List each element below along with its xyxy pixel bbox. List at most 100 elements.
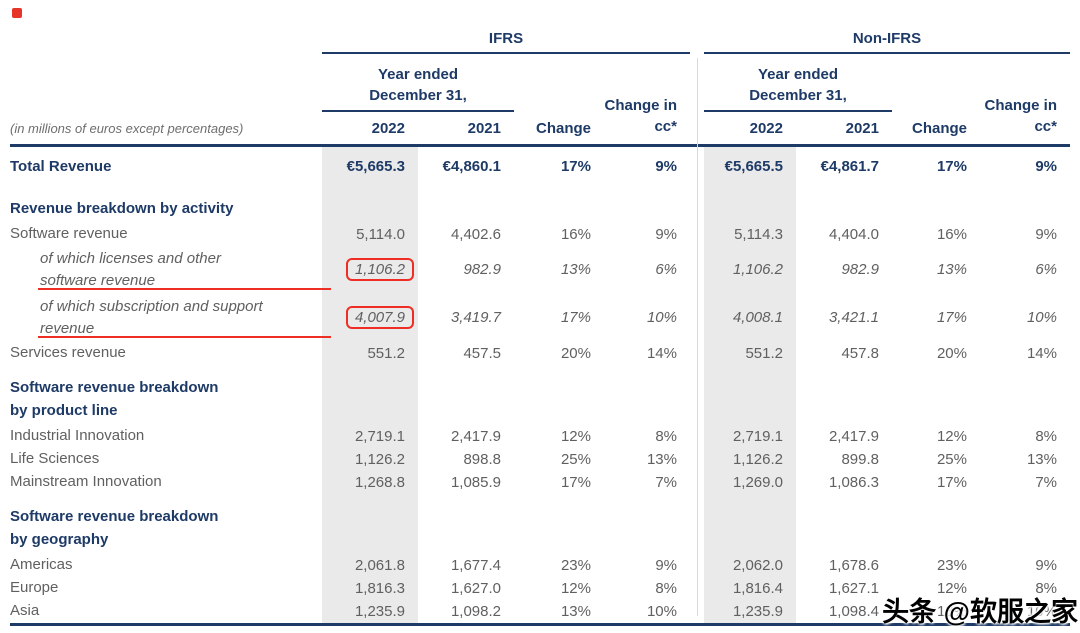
value-cell: 551.2 [322, 341, 418, 365]
value-cell: 17% [936, 158, 967, 175]
value-cell [514, 187, 604, 223]
value-cell: 2,719.1 [322, 424, 418, 448]
value-cell: 23% [560, 556, 591, 574]
value-cell [322, 186, 418, 223]
value-cell: 1,816.3 [322, 576, 418, 600]
table-header: IFRS Non-IFRS Year ended December 31, Ch… [10, 22, 1070, 144]
value-cell: 1,235.9 [322, 599, 418, 623]
value-cell: 13% [560, 261, 591, 278]
value-cell: 13% [936, 602, 967, 620]
value-cell: 1,677.4 [450, 556, 501, 574]
table-row: Mainstream Innovation 1,268.8 1,085.9 17% 7%… [10, 470, 1070, 494]
header-rule [10, 144, 1070, 147]
value-cell: 3,421.1 [828, 309, 879, 326]
table-row: Total Revenue €5,665.3 €4,860.1 17% 9% €5,665… [10, 146, 1070, 187]
value-cell: 4,404.0 [828, 225, 879, 243]
table-row: Software revenue breakdown by product lin… [10, 364, 1070, 425]
bottom-rule [10, 622, 1070, 626]
value-cell: 10% [646, 309, 677, 326]
year-ended-line1: Year ended [757, 66, 839, 83]
value-cell: 6% [1035, 261, 1057, 278]
value-cell [604, 494, 690, 554]
value-cell: 8% [1035, 427, 1057, 445]
value-cell: 13% [560, 602, 591, 620]
value-cell: 9% [655, 225, 677, 243]
value-cell [604, 187, 690, 223]
value-cell: 1,126.2 [704, 447, 796, 471]
value-cell: 9% [655, 158, 677, 175]
change-cc-line1: Change in [984, 97, 1057, 114]
value-cell [892, 365, 980, 425]
value-cell: 12% [936, 427, 967, 445]
ifrs-change-cc-header: Change in cc* [604, 54, 690, 144]
value-cell: 20% [936, 344, 967, 362]
table-row: Americas 2,061.8 1,677.4 23% 9% 2,062.0 1,678.… [10, 553, 1070, 577]
value-cell: 16% [560, 225, 591, 243]
row-label: of which subscription and support revenue [10, 294, 331, 342]
value-cell: 1,085.9 [450, 473, 501, 491]
value-cell: 23% [936, 556, 967, 574]
row-label: Revenue breakdown by activity [10, 199, 234, 217]
value-cell: 1,627.0 [450, 579, 501, 597]
red-highlight-box: 4,007.9 [345, 306, 414, 329]
row-label: of which licenses and other software reve… [10, 246, 331, 294]
value-cell: 7% [1035, 473, 1057, 491]
value-cell [418, 187, 514, 223]
red-mark-icon [12, 8, 22, 18]
row-label: Life Sciences [10, 450, 100, 467]
value-cell: 14% [646, 344, 677, 362]
value-cell: 1,627.1 [828, 579, 879, 597]
row-label: Asia [10, 602, 40, 619]
value-cell [704, 364, 796, 425]
row-label: Software revenue breakdown by product lin… [10, 378, 219, 419]
value-cell: 20% [560, 344, 591, 362]
watermark: 头条 @软服之家 [882, 590, 1078, 629]
non-ifrs-change-header: Change [911, 120, 967, 137]
value-cell [796, 365, 892, 425]
value-cell: 1,268.8 [322, 470, 418, 494]
value-cell [796, 187, 892, 223]
value-cell: 14% [1026, 344, 1057, 362]
value-cell: 1,106.2 [322, 245, 418, 294]
value-cell: 8% [655, 427, 677, 445]
non-ifrs-2021-header: 2021 [845, 120, 879, 137]
red-highlight-box: 1,106.2 [345, 258, 414, 281]
value-cell: 10% [1026, 602, 1057, 620]
value-cell: 1,098.2 [450, 602, 501, 620]
value-cell: 17% [560, 309, 591, 326]
year-ended-line2: December 31, [369, 87, 467, 104]
ifrs-title: IFRS [322, 22, 690, 54]
row-label: Services revenue [10, 344, 126, 361]
value-cell: 10% [1026, 309, 1057, 326]
value-cell [704, 493, 796, 554]
value-cell: 5,114.0 [322, 222, 418, 246]
row-label: Software revenue breakdown by geography [10, 507, 219, 548]
value-cell: 17% [560, 473, 591, 491]
value-cell: 12% [936, 579, 967, 597]
value-cell: 1,816.4 [704, 576, 796, 600]
value-cell: 2,417.9 [828, 427, 879, 445]
non-ifrs-2022-header: 2022 [749, 120, 783, 137]
value-cell [322, 364, 418, 425]
value-cell: 457.5 [463, 344, 501, 362]
value-cell [514, 494, 604, 554]
change-cc-line2: cc* [654, 118, 677, 135]
row-label: Americas [10, 556, 73, 573]
ifrs-change-header: Change [535, 120, 591, 137]
value-cell: 551.2 [704, 341, 796, 365]
value-cell: 10% [646, 602, 677, 620]
table-row: Europe 1,816.3 1,627.0 12% 8% 1,816.4 1,627.1 1… [10, 576, 1070, 600]
value-cell [418, 494, 514, 554]
table-row: Software revenue breakdown by geography [10, 493, 1070, 554]
value-cell: 17% [560, 158, 591, 175]
value-cell: 25% [936, 450, 967, 468]
table-row: Industrial Innovation 2,719.1 2,417.9 12% 8%… [10, 424, 1070, 448]
table-row: Software revenue 5,114.0 4,402.6 16% 9% 5,114… [10, 222, 1070, 246]
value-cell: 2,417.9 [450, 427, 501, 445]
value-cell: 2,062.0 [704, 553, 796, 577]
value-cell: 1,086.3 [828, 473, 879, 491]
value-cell: 25% [560, 450, 591, 468]
table-row: Services revenue 551.2 457.5 20% 14% 551.2 457… [10, 341, 1070, 365]
value-cell: 12% [560, 579, 591, 597]
section-divider [697, 58, 698, 616]
